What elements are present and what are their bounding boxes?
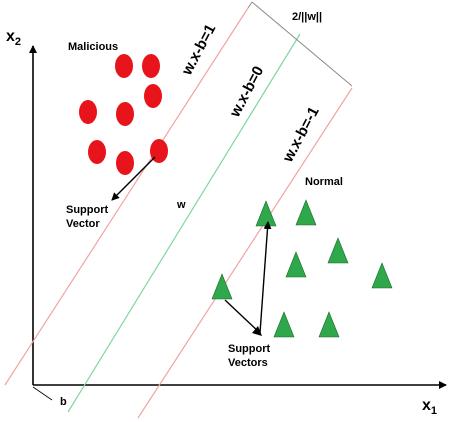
normal-point [327, 237, 349, 264]
normal-point [273, 311, 295, 338]
x-axis-label: x1 [422, 397, 437, 417]
malicious-points [79, 54, 168, 175]
malicious-point [79, 100, 97, 124]
normal-points [211, 199, 393, 338]
support-vectors-arrow-upper [259, 221, 272, 334]
normal-point [318, 311, 340, 338]
margin-tick-upper [247, 1, 253, 9]
support-vector-arrow [111, 156, 156, 201]
normal-point [295, 199, 317, 226]
margin-width-label: 2/||w|| [292, 11, 322, 23]
b-offset-line [32, 386, 53, 401]
support-vectors-label: Support Vectors [228, 343, 273, 369]
malicious-point [142, 54, 160, 78]
malicious-point [116, 102, 134, 126]
decision-boundary-line [67, 33, 301, 413]
malicious-point [116, 151, 134, 175]
normal-point [285, 251, 307, 278]
margin-width-line [251, 1, 353, 87]
support-vectors-arrowhead [252, 326, 262, 336]
decision-boundary-equation: w.x-b=0 [226, 63, 267, 120]
y-axis-label: x2 [6, 28, 21, 48]
support-vector-label: Support Vector [66, 204, 111, 230]
lower-margin-equation: w.x-b=-1 [279, 104, 323, 166]
normal-support-point [255, 200, 277, 227]
malicious-point [88, 140, 106, 164]
b-label: b [60, 396, 67, 408]
support-vectors-arrow-lower [224, 299, 261, 334]
lower-margin-line [137, 87, 353, 419]
malicious-class-label: Malicious [68, 41, 118, 53]
w-label: w [176, 199, 186, 211]
malicious-point [115, 54, 133, 78]
normal-class-label: Normal [305, 176, 343, 188]
upper-margin-equation: w.x-b=1 [178, 21, 219, 78]
upper-margin-line [4, 7, 249, 386]
normal-point [371, 262, 393, 289]
malicious-point [144, 84, 162, 108]
normal-support-point [211, 273, 233, 300]
